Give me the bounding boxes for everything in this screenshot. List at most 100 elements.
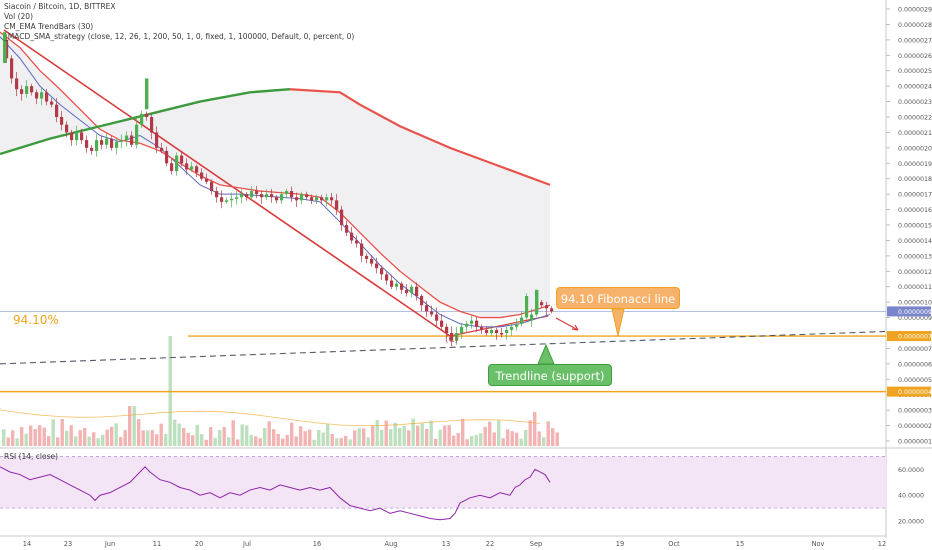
candle-body — [360, 243, 364, 256]
candle-body — [370, 258, 374, 264]
candle-body — [430, 311, 434, 315]
fib-price-tag — [887, 331, 931, 342]
volume-bar — [132, 406, 136, 446]
volume-bar — [375, 420, 379, 446]
volume-bar — [551, 428, 555, 446]
volume-bar — [101, 434, 105, 446]
candle-body — [530, 314, 534, 321]
candle-body — [290, 191, 294, 198]
candle-body — [465, 323, 469, 327]
candle-body — [75, 132, 79, 141]
rsi-line — [0, 466, 551, 521]
volume-bar — [537, 431, 541, 446]
volume-bar — [182, 427, 186, 446]
volume-bar — [6, 437, 10, 446]
volume-bar — [326, 424, 330, 446]
candle-body — [90, 147, 94, 151]
candle-body — [545, 305, 549, 309]
volume-bar — [492, 432, 496, 446]
candle-body — [325, 197, 329, 201]
candle-body — [485, 329, 489, 333]
candle-body — [175, 155, 179, 171]
volume-bar — [141, 430, 145, 446]
candle-body — [190, 166, 194, 170]
volume-bar — [29, 425, 33, 446]
candle-body — [395, 283, 399, 287]
volume-bar — [497, 420, 501, 446]
volume-bar — [60, 418, 64, 446]
volume-bar — [245, 425, 249, 446]
candle-body — [310, 197, 314, 201]
candle-body — [30, 86, 34, 93]
candle-body — [505, 329, 509, 333]
volume-bar — [411, 418, 415, 446]
candle-body — [155, 132, 159, 148]
volume-bar — [258, 438, 262, 446]
candle-body — [35, 92, 39, 99]
candle-body — [60, 117, 64, 125]
volume-bar — [357, 428, 361, 446]
volume-bar — [236, 439, 240, 446]
volume-bar — [510, 431, 514, 446]
volume-ma-line — [0, 408, 541, 427]
candle-body — [205, 178, 209, 182]
volume-bar — [416, 425, 420, 446]
candle-body — [350, 232, 354, 241]
volume-bar — [87, 436, 91, 446]
candle-body — [180, 155, 184, 164]
candles — [3, 32, 554, 347]
candle-body — [420, 295, 424, 306]
candle-body — [120, 140, 124, 142]
ema-red-line — [0, 31, 551, 319]
volume-bar — [524, 429, 528, 446]
volume-bar — [483, 426, 487, 446]
ma-red-line — [289, 88, 551, 186]
candle-body — [215, 191, 219, 198]
candle-body — [295, 197, 299, 201]
ma-green-line — [0, 88, 291, 156]
volume-bar — [366, 437, 370, 446]
x-tick-label: Oct — [668, 540, 680, 548]
candle-body — [220, 197, 224, 202]
candle-body — [255, 191, 259, 195]
volume-bar — [308, 429, 312, 446]
trendline-callout[interactable]: Trendline (support) — [488, 364, 612, 386]
candle-body — [315, 197, 319, 201]
rsi-tick-label: 60.0000 — [898, 467, 924, 474]
candle-body — [355, 240, 359, 244]
volume-bar — [150, 430, 154, 446]
x-tick-label: 11 — [153, 540, 161, 548]
fibonacci-callout[interactable]: 94.10 Fibonacci line — [556, 287, 680, 309]
fib-price-tag-text: 0.00000078 — [898, 334, 932, 341]
candle-body — [285, 191, 289, 195]
volume-bar — [155, 434, 159, 446]
wave-c-label: (C) — [445, 335, 459, 345]
candle-body — [305, 194, 309, 198]
candle-body — [20, 89, 24, 94]
candle-body — [440, 320, 444, 327]
volume-bar — [11, 430, 15, 446]
candle-body — [80, 132, 84, 141]
volume-bar — [501, 438, 505, 446]
volume-bar — [344, 435, 348, 446]
candle-body — [85, 140, 89, 148]
volume-bar — [389, 429, 393, 446]
candle-body — [230, 198, 234, 201]
candle-body — [280, 194, 284, 201]
candle-body — [480, 326, 484, 330]
x-tick-label: 16 — [313, 540, 321, 548]
volume-bar — [429, 420, 433, 446]
volume-bar — [83, 427, 87, 446]
volume-bar — [267, 421, 271, 446]
candle-body — [70, 132, 74, 141]
